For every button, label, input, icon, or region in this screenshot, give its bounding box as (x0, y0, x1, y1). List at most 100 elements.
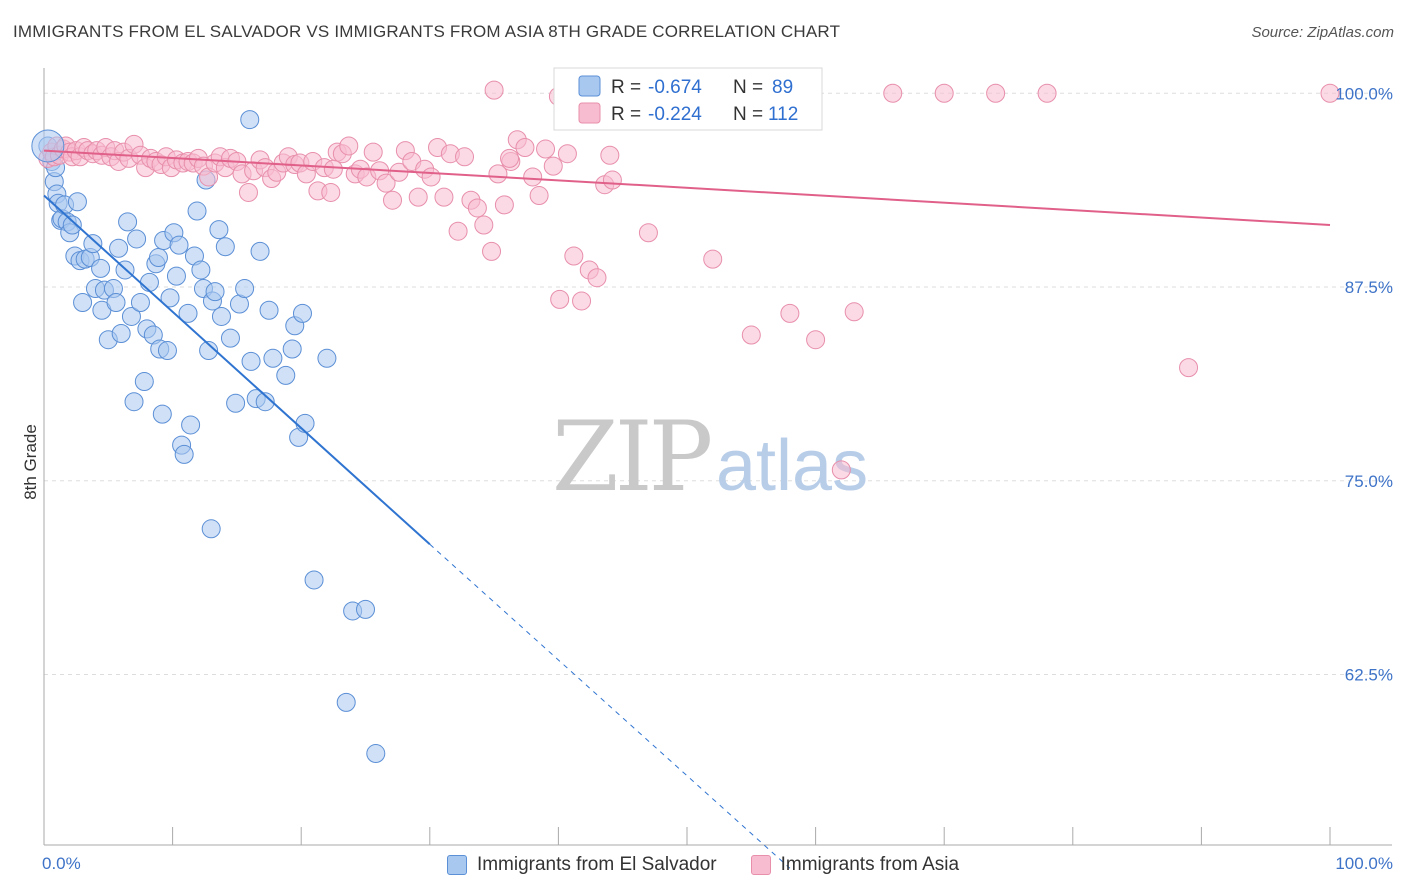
point-el-salvador (148, 248, 168, 268)
x-tick-label: 0.0% (42, 854, 81, 873)
point-asia (600, 145, 620, 165)
trend-line-el-salvador-extension (429, 543, 791, 869)
point-el-salvador (191, 260, 211, 280)
point-asia (1179, 358, 1199, 378)
point-asia (536, 139, 556, 159)
point-el-salvador (209, 220, 229, 240)
point-el-salvador (174, 444, 194, 464)
point-asia (494, 195, 514, 215)
point-asia (455, 147, 475, 167)
trend-line-el-salvador (43, 194, 431, 546)
y-tick-label: 87.5% (1345, 278, 1393, 297)
trend-lines (43, 149, 1331, 869)
stats-r-value-2: -0.224 (648, 104, 702, 125)
point-asia (557, 144, 577, 164)
x-tick-labels: 0.0% 100.0% (42, 854, 1393, 873)
stats-legend: R = -0.674 N = 89 R = -0.224 N = 112 (553, 67, 823, 131)
point-asia (844, 302, 864, 322)
point-asia (1320, 83, 1340, 103)
legend-swatch-el-salvador (446, 855, 467, 875)
point-asia (806, 330, 826, 350)
point-asia (238, 182, 258, 202)
point-asia (602, 170, 622, 190)
point-asia (500, 148, 520, 168)
chart-title: IMMIGRANTS FROM EL SALVADOR VS IMMIGRANT… (13, 22, 841, 41)
point-asia (363, 142, 383, 162)
stats-swatch-asia (578, 102, 601, 124)
point-asia (515, 138, 535, 157)
axes (43, 68, 1392, 846)
point-el-salvador-cluster (31, 129, 65, 163)
point-asia (741, 325, 761, 345)
point-asia (638, 223, 658, 243)
point-asia (564, 246, 584, 266)
point-el-salvador (109, 238, 129, 258)
x-tick-label: 100.0% (1335, 854, 1393, 873)
point-asia (543, 156, 563, 176)
point-el-salvador (127, 229, 147, 249)
stats-r-value-1: -0.674 (648, 77, 702, 98)
point-el-salvador (211, 306, 231, 326)
legend-label-asia: Immigrants from Asia (780, 854, 960, 875)
legend-label-el-salvador: Immigrants from El Salvador (476, 854, 717, 875)
grid-lines (44, 92, 1392, 675)
point-asia (934, 83, 954, 103)
point-el-salvador (166, 266, 186, 286)
point-asia (482, 241, 502, 261)
point-asia (421, 167, 441, 187)
point-asia (1037, 83, 1057, 103)
point-el-salvador (83, 234, 103, 254)
point-el-salvador (263, 348, 283, 368)
stats-n-value-2: 112 (768, 104, 798, 125)
point-el-salvador (259, 300, 279, 320)
point-asia (572, 291, 592, 311)
point-el-salvador (91, 258, 111, 278)
point-el-salvador (292, 303, 312, 323)
point-asia (523, 167, 543, 187)
point-el-salvador (124, 392, 144, 412)
stats-r-label-1: R = (611, 77, 641, 98)
point-asia (488, 164, 508, 184)
bottom-legend: Immigrants from El Salvador Immigrants f… (0, 851, 1406, 879)
point-asia (550, 289, 570, 309)
chart-source: Source: ZipAtlas.com (1251, 24, 1394, 41)
stats-r-label-2: R = (611, 104, 641, 125)
point-el-salvador (235, 279, 255, 299)
point-el-salvador (240, 110, 260, 130)
point-el-salvador (226, 393, 246, 413)
stats-n-label-2: N = (733, 104, 763, 125)
point-el-salvador (336, 692, 356, 712)
point-el-salvador (181, 415, 201, 435)
point-el-salvador (282, 339, 302, 359)
point-el-salvador (73, 293, 93, 312)
stats-swatch-el-salvador (578, 75, 601, 97)
trend-line-asia (43, 149, 1331, 226)
point-el-salvador (295, 413, 315, 433)
point-el-salvador (304, 570, 324, 590)
point-asia (467, 198, 487, 218)
point-el-salvador (276, 365, 296, 385)
watermark: ZIP atlas (552, 401, 868, 513)
point-asia (831, 460, 851, 480)
point-asia (474, 215, 494, 235)
point-asia (780, 303, 800, 323)
legend-item-el-salvador: Immigrants from El Salvador (446, 854, 717, 876)
point-asia (383, 190, 403, 210)
point-asia (484, 80, 504, 100)
point-el-salvador (130, 293, 150, 312)
stats-n-label-1: N = (733, 77, 763, 98)
y-tick-label: 62.5% (1345, 666, 1393, 685)
point-el-salvador (139, 272, 159, 292)
point-el-salvador (169, 235, 189, 255)
point-asia (339, 136, 359, 156)
watermark-zip: ZIP (552, 401, 711, 513)
point-asia (703, 249, 723, 269)
point-asia (321, 182, 341, 202)
data-points (31, 76, 1340, 764)
point-asia (986, 83, 1006, 103)
y-tick-label: 75.0% (1345, 472, 1393, 491)
point-asia (376, 173, 396, 193)
point-asia (587, 268, 607, 288)
point-asia (408, 187, 428, 207)
